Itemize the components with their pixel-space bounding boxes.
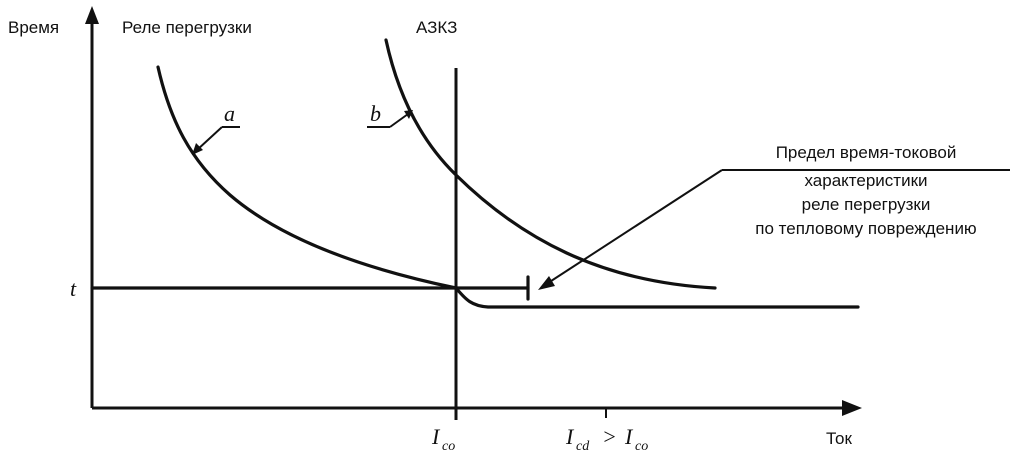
ico2-sub: co	[635, 439, 648, 454]
axes	[85, 6, 862, 416]
limit-line-4: по тепловому повреждению	[755, 219, 977, 238]
ico-sub: co	[442, 439, 455, 454]
ico-main: I	[431, 424, 441, 449]
leader-b	[389, 113, 409, 128]
limit-callout-arrow	[538, 276, 555, 290]
curve-a	[156, 65, 458, 290]
limit-description: Предел время-токовой характеристики реле…	[755, 143, 977, 238]
x-axis-arrow	[842, 400, 862, 416]
ico2-main: I	[624, 424, 634, 449]
t-label: t	[70, 276, 77, 301]
curve-a-label: a	[224, 101, 235, 126]
overload-relay-label: Реле перегрузки	[122, 18, 252, 37]
curve-b-label: b	[370, 101, 381, 126]
y-axis-arrow	[85, 6, 99, 24]
y-axis-label: Время	[8, 18, 59, 37]
azkz-label: АЗКЗ	[416, 18, 457, 37]
limit-callout-line	[547, 169, 723, 284]
curve-b	[384, 38, 717, 290]
gt-sign: >	[602, 424, 617, 449]
leader-a-arrow	[192, 143, 203, 155]
limit-line-2: характеристики	[804, 171, 927, 190]
icd-main: I	[565, 424, 575, 449]
icd-comparison-label: I cd > I co	[565, 424, 648, 454]
x-axis-label: Ток	[826, 429, 853, 448]
leader-a	[196, 126, 223, 151]
icd-sub: cd	[576, 439, 590, 454]
leader-b-arrow	[404, 110, 413, 119]
ico-tick-label: I co	[431, 424, 455, 454]
limit-line-1: Предел время-токовой	[776, 143, 957, 162]
instantaneous-curve	[454, 286, 860, 309]
limit-line-3: реле перегрузки	[802, 195, 931, 214]
